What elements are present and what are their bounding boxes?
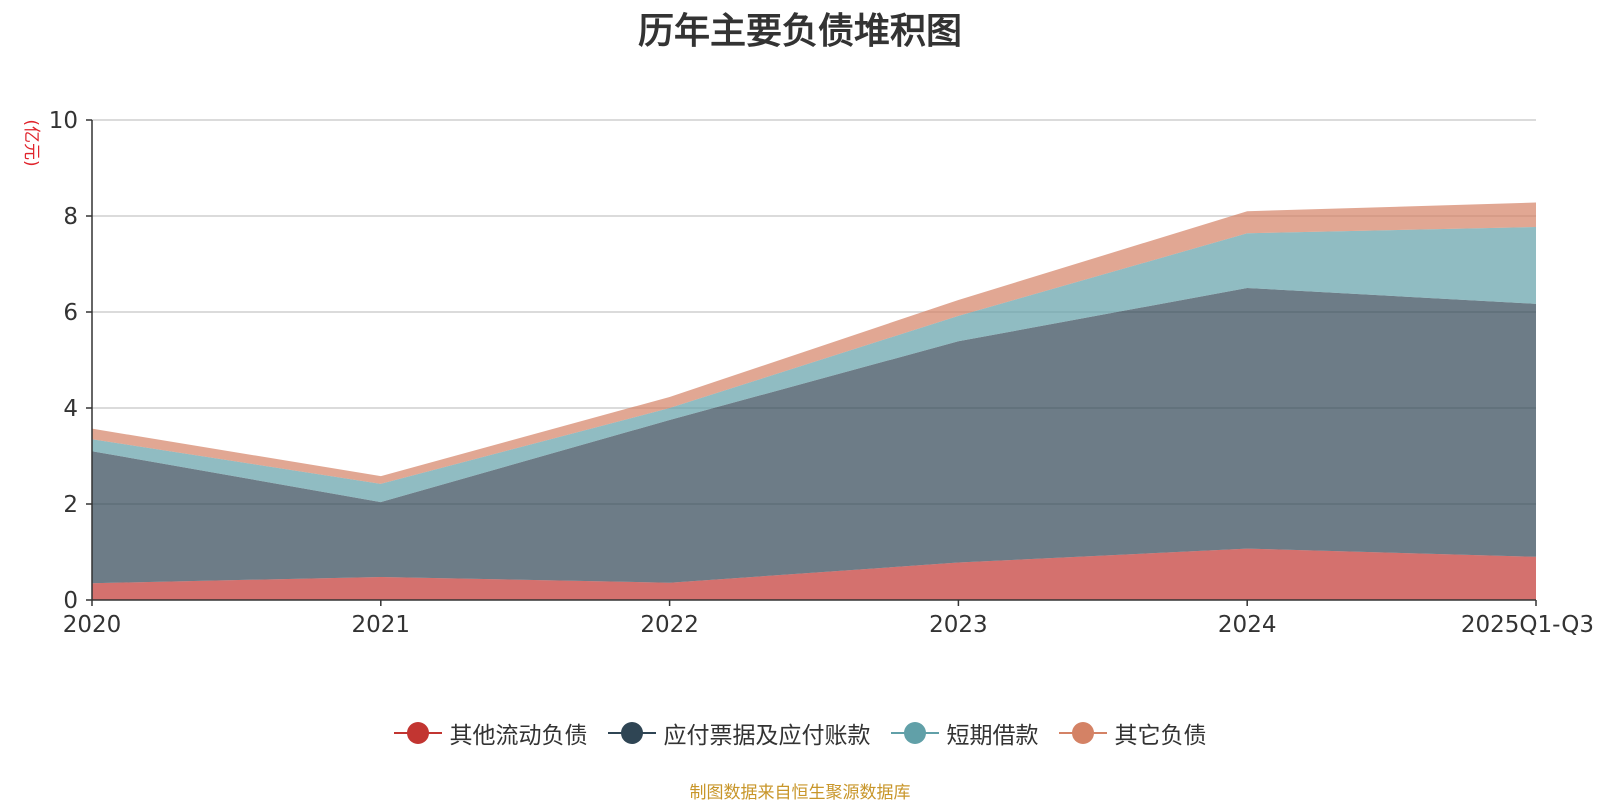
legend-marker-icon: [1058, 721, 1107, 745]
legend-label: 短期借款: [946, 723, 1039, 749]
x-tick-label: 2020: [63, 612, 122, 638]
x-tick-label: 2021: [352, 612, 411, 638]
area-series-3[interactable]: [92, 202, 1536, 484]
legend-marker-icon: [393, 721, 442, 745]
legend-marker-dot: [903, 722, 926, 744]
x-tick-label: 2025Q1-Q3: [1461, 612, 1594, 638]
legend-item-3[interactable]: 其它负债: [1058, 716, 1207, 750]
x-tick-label: 2024: [1218, 612, 1277, 638]
legend-marker-dot: [406, 722, 429, 744]
legend-label: 其他流动负债: [449, 723, 588, 749]
x-tick-label: 2022: [640, 612, 699, 638]
legend: 其他流动负债 应付票据及应付账款 短期借款 其它负债: [0, 716, 1600, 750]
chart-title: 历年主要负债堆积图: [637, 11, 962, 52]
legend-marker-dot: [1071, 722, 1094, 744]
y-tick-label: 4: [63, 396, 78, 422]
y-tick-label: 0: [63, 588, 78, 614]
y-tick-label: 10: [49, 108, 78, 134]
legend-item-0[interactable]: 其他流动负债: [393, 716, 588, 750]
legend-item-1[interactable]: 应付票据及应付账款: [607, 716, 871, 750]
legend-marker-dot: [620, 722, 643, 744]
legend-label: 其它负债: [1114, 723, 1207, 749]
legend-item-2[interactable]: 短期借款: [890, 716, 1039, 750]
area-series-1[interactable]: [92, 288, 1536, 584]
x-tick-label: 2023: [929, 612, 988, 638]
legend-label: 应付票据及应付账款: [663, 723, 871, 749]
y-tick-label: 6: [63, 300, 78, 326]
legend-marker-icon: [607, 721, 656, 745]
area-series: [92, 202, 1536, 600]
legend-marker-icon: [890, 721, 939, 745]
axes: 0 2 4 6 8 10 2020 2021 2022 2023 2024 2025Q1-Q3: [49, 108, 1594, 638]
source-note: 制图数据来自恒生聚源数据库: [689, 783, 911, 803]
area-series-2[interactable]: [92, 227, 1536, 503]
area-series-0[interactable]: [92, 548, 1536, 600]
y-axis-unit-label: (亿元): [21, 119, 41, 166]
y-tick-label: 2: [63, 492, 78, 518]
y-tick-label: 8: [63, 204, 78, 230]
